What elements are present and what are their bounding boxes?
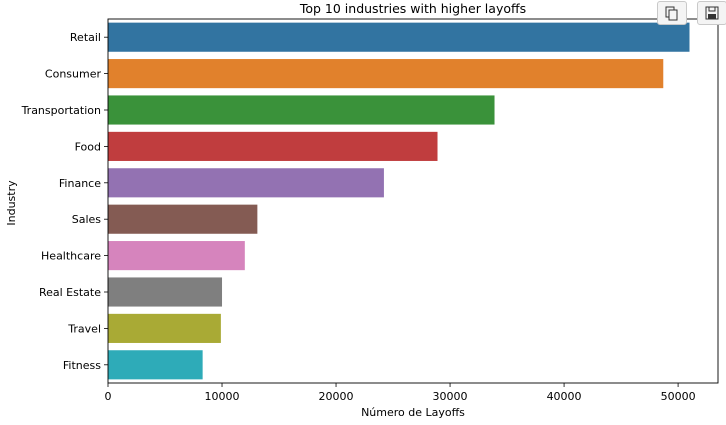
save-button[interactable]: [697, 1, 726, 25]
y-tick-label: Retail: [70, 31, 101, 44]
y-tick-label: Healthcare: [41, 250, 101, 263]
chart-title: Top 10 industries with higher layoffs: [299, 1, 526, 16]
y-tick-label: Food: [75, 140, 101, 153]
bar-transportation: [108, 95, 495, 125]
bars-group: [108, 22, 690, 380]
copy-button[interactable]: [657, 1, 687, 25]
copy-icon: [665, 6, 678, 21]
y-tick-labels: Retail Consumer Transportation Food Finance S…: [21, 31, 108, 372]
x-tick-label: 20000: [319, 390, 354, 403]
y-tick-label: Transportation: [21, 104, 101, 117]
bar-retail: [108, 22, 690, 52]
bar-real-estate: [108, 277, 223, 307]
x-tick-label: 30000: [433, 390, 468, 403]
x-tick-label: 50000: [661, 390, 696, 403]
x-ticks: 0 10000 20000 30000 40000 50000: [105, 383, 696, 403]
x-tick-label: 0: [105, 390, 112, 403]
x-tick-label: 40000: [547, 390, 582, 403]
bar-sales: [108, 204, 258, 234]
x-tick-label: 10000: [205, 390, 240, 403]
y-tick-label: Real Estate: [39, 286, 101, 299]
bar-food: [108, 131, 438, 161]
bar-finance: [108, 168, 384, 198]
y-tick-label: Fitness: [63, 359, 101, 372]
y-tick-label: Consumer: [45, 68, 102, 81]
bar-healthcare: [108, 241, 245, 271]
bar-consumer: [108, 59, 664, 89]
y-tick-label: Sales: [72, 213, 102, 226]
save-icon: [705, 6, 719, 20]
plot-frame: [107, 18, 719, 384]
y-tick-label: Finance: [59, 177, 101, 190]
bar-fitness: [108, 350, 203, 380]
y-tick-label: Travel: [67, 322, 101, 335]
y-axis-label: Industry: [5, 180, 18, 226]
bar-travel: [108, 313, 221, 343]
x-axis-label: Número de Layoffs: [361, 406, 465, 419]
